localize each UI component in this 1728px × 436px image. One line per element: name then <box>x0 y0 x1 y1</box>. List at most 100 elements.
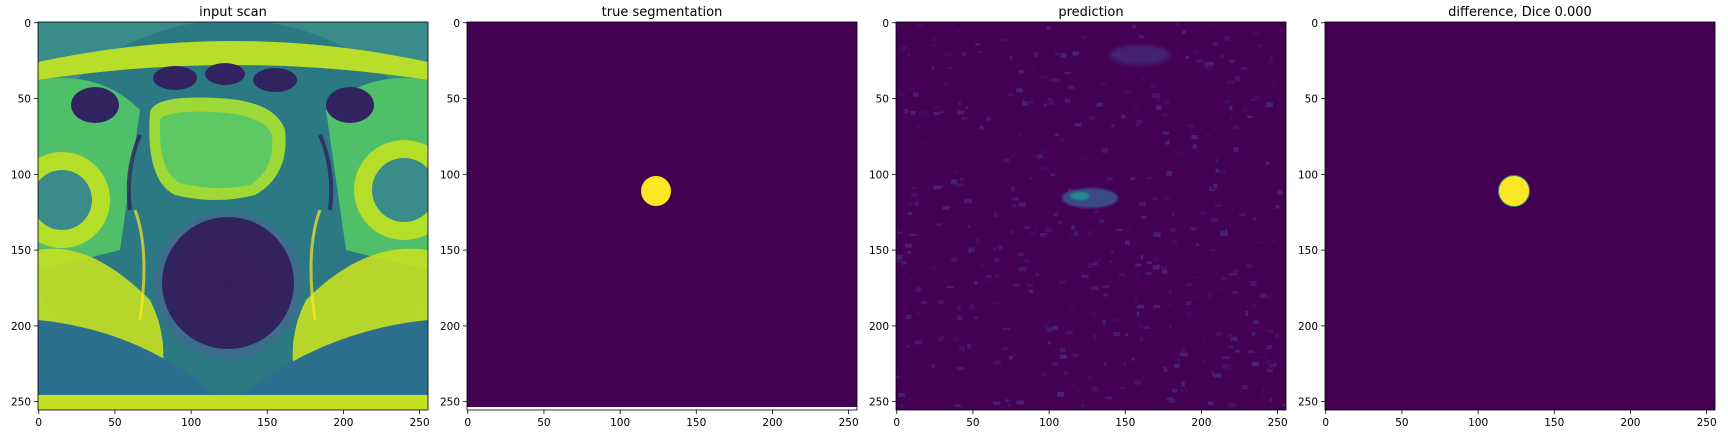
noise-speck <box>907 211 913 215</box>
noise-speck <box>1101 148 1109 153</box>
noise-speck <box>1229 115 1233 120</box>
noise-speck <box>1052 325 1059 330</box>
noise-speck <box>1069 385 1077 388</box>
noise-speck <box>942 206 949 210</box>
noise-speck <box>957 183 964 187</box>
axis-ticks: 0 50 100 150 200 250 0 50 100 150 200 250 0 50 100 150 2… <box>11 18 1717 429</box>
noise-speck <box>931 66 935 71</box>
noise-speck <box>1125 333 1129 337</box>
noise-speck <box>1132 108 1139 112</box>
noise-speck <box>1107 177 1113 181</box>
noise-speck <box>1023 259 1030 263</box>
x-tick-label: 0 <box>893 417 900 429</box>
noise-speck <box>1149 83 1157 88</box>
noise-speck <box>1063 371 1069 376</box>
noise-speck <box>899 254 908 257</box>
noise-speck <box>1194 276 1203 279</box>
noise-speck <box>930 44 936 47</box>
noise-speck <box>1059 347 1066 353</box>
noise-speck <box>897 231 903 234</box>
noise-speck <box>1046 327 1054 332</box>
noise-speck <box>1258 241 1264 244</box>
noise-speck <box>1024 226 1031 229</box>
noise-speck <box>1182 42 1185 46</box>
noise-speck <box>978 50 984 53</box>
noise-speck <box>1269 239 1277 242</box>
noise-speck <box>1043 234 1048 238</box>
prediction-noise <box>896 22 1286 408</box>
noise-speck <box>1207 401 1214 406</box>
noise-speck <box>1163 100 1171 105</box>
noise-speck <box>1136 273 1139 279</box>
noise-speck <box>1092 262 1098 265</box>
noise-speck <box>1220 127 1225 130</box>
noise-speck <box>1046 26 1051 30</box>
noise-speck <box>1196 243 1200 247</box>
noise-speck <box>1169 325 1172 328</box>
noise-speck <box>1111 318 1119 322</box>
y-tick-label: 200 <box>440 321 460 333</box>
y-tick-label: 150 <box>869 245 889 257</box>
x-tick-label: 0 <box>35 417 42 429</box>
noise-speck <box>1253 95 1261 100</box>
noise-speck <box>921 301 928 305</box>
noise-speck <box>1137 312 1140 317</box>
noise-speck <box>938 336 945 340</box>
noise-speck <box>1009 55 1013 60</box>
noise-speck <box>1116 228 1123 231</box>
noise-speck <box>1123 89 1132 95</box>
noise-speck <box>1171 388 1178 393</box>
noise-speck <box>910 110 916 116</box>
noise-speck <box>1054 133 1060 136</box>
noise-speck <box>1270 56 1273 60</box>
noise-speck <box>1000 37 1008 42</box>
noise-speck <box>1068 307 1075 311</box>
x-tick-label: 200 <box>1620 417 1640 429</box>
noise-speck <box>1113 332 1121 337</box>
noise-speck <box>1163 195 1171 200</box>
noise-speck <box>1229 272 1237 276</box>
noise-speck <box>952 170 958 173</box>
y-tick-label: 200 <box>1298 321 1318 333</box>
noise-speck <box>1245 310 1249 316</box>
noise-speck <box>1047 100 1055 106</box>
noise-speck <box>959 177 964 181</box>
noise-speck <box>1277 190 1283 196</box>
noise-speck <box>958 102 962 106</box>
noise-speck <box>1212 188 1216 192</box>
noise-speck <box>1052 362 1058 366</box>
noise-speck <box>1174 50 1178 56</box>
noise-speck <box>994 274 1000 277</box>
x-tick-label: 200 <box>762 417 782 429</box>
y-tick-label: 200 <box>11 321 31 333</box>
noise-speck <box>1250 303 1256 308</box>
noise-speck <box>1045 211 1049 215</box>
noise-speck <box>1123 361 1126 366</box>
noise-speck <box>1192 388 1196 391</box>
noise-speck <box>1092 183 1096 189</box>
noise-speck <box>1018 202 1026 207</box>
noise-speck <box>1192 34 1196 38</box>
noise-speck <box>956 315 963 320</box>
noise-speck <box>899 92 904 96</box>
noise-speck <box>1152 256 1159 262</box>
noise-speck <box>1019 133 1022 139</box>
noise-speck <box>1111 250 1114 253</box>
noise-speck <box>1003 158 1010 163</box>
noise-speck <box>1133 380 1141 385</box>
noise-speck <box>1016 400 1025 405</box>
noise-speck <box>937 300 944 305</box>
noise-speck <box>954 29 961 34</box>
noise-speck <box>1085 116 1093 120</box>
y-tick-label: 50 <box>18 94 31 106</box>
y-tick-label: 0 <box>453 18 460 30</box>
noise-speck <box>1165 344 1172 347</box>
noise-speck <box>933 37 936 42</box>
noise-speck <box>1152 197 1158 201</box>
noise-speck <box>980 263 986 268</box>
noise-speck <box>1072 51 1080 56</box>
noise-speck <box>913 92 919 97</box>
noise-speck <box>1215 168 1219 173</box>
noise-speck <box>1211 371 1214 377</box>
